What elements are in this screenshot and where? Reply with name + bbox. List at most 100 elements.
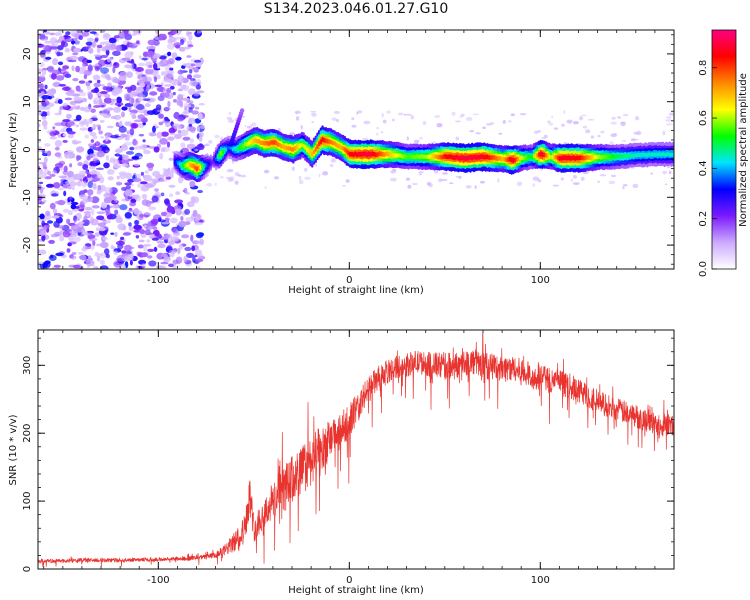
- spectrogram-noise-blob: [171, 38, 177, 41]
- spectrogram-noise-blob: [110, 135, 119, 139]
- spectrogram-noise-blob: [161, 120, 170, 124]
- spectrogram-noise-blob: [189, 69, 193, 74]
- spectrogram-noise-blob: [86, 265, 91, 269]
- spectrogram-noise-blob: [57, 187, 65, 191]
- spectrogram-noise-blob: [193, 91, 200, 97]
- spectrogram-noise-blob: [54, 140, 63, 147]
- spectrogram-noise-blob: [155, 265, 164, 269]
- spectrogram-noise-blob: [44, 45, 51, 52]
- spectrogram-noise-blob: [107, 176, 114, 181]
- spectrogram-noise-blob: [162, 171, 172, 178]
- spectrogram-ridge-cell: [589, 155, 592, 161]
- spectrogram-faint-blob: [214, 134, 220, 139]
- spectrogram-noise-blob: [151, 195, 159, 203]
- spectrogram-faint-blob: [585, 129, 591, 134]
- spectrogram-noise-blob: [122, 40, 128, 46]
- spectrogram-noise-blob: [171, 52, 178, 59]
- spectrogram-faint-blob: [438, 178, 443, 183]
- spectrogram-noise-blob: [96, 255, 101, 262]
- spectrogram-noise-blob: [100, 54, 108, 59]
- spectrogram-faint-blob: [465, 185, 472, 189]
- spectrogram-ridge-cell: [666, 152, 670, 157]
- spectrogram-noise-blob: [81, 32, 90, 37]
- spectrogram-noise-blob: [78, 91, 87, 97]
- spectrogram-ridge-cell: [567, 155, 570, 160]
- spectrogram-noise-blob: [82, 231, 88, 236]
- spectrogram-y-axis: -20 -10 0 10 20: [22, 34, 674, 265]
- spectrogram-ridge-cell: [641, 152, 644, 157]
- spectrogram-faint-blob: [609, 141, 614, 145]
- spectrogram-noise-blob: [156, 131, 163, 139]
- spectrogram-noise-blob: [96, 215, 105, 221]
- spectrogram-noise-blob: [75, 40, 80, 45]
- spectrogram-noise-blob: [43, 224, 47, 232]
- spectrogram-noise-blob: [77, 56, 87, 62]
- spectrogram-noise-blob: [196, 266, 201, 269]
- spectrogram-noise-blob: [144, 229, 151, 236]
- spectrogram-x-tick-label: 0: [346, 275, 352, 286]
- spectrogram-noise-blob: [46, 110, 50, 117]
- spectrogram-noise-blob: [62, 133, 67, 137]
- spectrogram-noise-blob: [133, 224, 142, 230]
- spectrogram-noise-blob: [49, 131, 57, 137]
- snr-series: [38, 332, 674, 567]
- spectrogram-noise-blob: [183, 102, 189, 109]
- spectrogram-noise-blob: [61, 40, 65, 47]
- spectrogram-noise-blob: [144, 103, 151, 108]
- spectrogram-noise-blob: [175, 36, 184, 40]
- spectrogram-faint-blob: [537, 179, 542, 183]
- spectrogram-faint-blob: [412, 183, 418, 185]
- spectrogram-noise-blob: [129, 128, 135, 136]
- spectrogram-faint-blob: [330, 158, 337, 163]
- spectrogram-faint-blob: [199, 125, 205, 129]
- spectrogram-noise-blob: [195, 30, 202, 34]
- spectrogram-noise-blob: [152, 226, 158, 230]
- spectrogram-noise-blob: [47, 150, 52, 157]
- spectrogram-noise-blob: [77, 162, 83, 167]
- spectrogram-noise-blob: [117, 223, 126, 231]
- spectrogram-noise-blob: [131, 156, 140, 160]
- spectrogram-faint-blob: [664, 183, 668, 186]
- spectrogram-noise-blob: [51, 193, 59, 197]
- spectrogram-noise-blob: [168, 240, 176, 245]
- spectrogram-ridge-cell: [268, 141, 271, 146]
- spectrogram-noise-blob: [170, 217, 178, 224]
- spectrogram-faint-blob: [315, 163, 318, 168]
- spectrogram-ridge-cell: [658, 152, 661, 157]
- spectrogram-noise-blob: [70, 204, 77, 210]
- spectrogram-noise-blob: [160, 211, 167, 217]
- spectrogram-faint-blob: [406, 177, 410, 181]
- spectrogram-ridge-cell: [495, 156, 498, 161]
- spectrogram-noise-blob: [82, 66, 87, 71]
- spectrogram-noise-blob: [70, 225, 76, 231]
- spectrogram-noise-blob: [53, 264, 61, 268]
- spectrogram-noise-blob: [115, 148, 123, 152]
- spectrogram-ridge-cell: [412, 154, 415, 160]
- spectrogram-noise-blob: [155, 104, 162, 111]
- spectrogram-ridge-cell: [314, 147, 317, 152]
- spectrogram-noise-blob: [129, 146, 135, 151]
- spectrogram-noise-blob: [150, 69, 154, 73]
- spectrogram-noise-blob: [98, 130, 103, 135]
- spectrogram-faint-blob: [310, 111, 317, 113]
- spectrogram-noise-blob: [102, 139, 112, 144]
- spectrogram-noise-blob: [126, 71, 133, 78]
- spectrogram-ridge-cell: [594, 154, 597, 160]
- spectrogram-noise-blob: [57, 61, 64, 66]
- spectrogram-noise-blob: [169, 193, 174, 198]
- spectrogram-faint-blob: [611, 116, 616, 120]
- spectrogram-noise-blob: [167, 51, 172, 57]
- spectrogram-noise-blob: [86, 173, 92, 178]
- snr-y-tick-label: 200: [22, 424, 33, 443]
- spectrogram-noise-blob: [41, 116, 47, 120]
- spectrogram-noise-blob: [95, 33, 99, 37]
- spectrogram-noise-blob: [177, 94, 184, 101]
- spectrogram-noise-blob: [161, 92, 170, 98]
- spectrogram-noise-blob: [105, 135, 109, 142]
- spectrogram-faint-blob: [613, 133, 617, 136]
- spectrogram-noise-blob: [105, 48, 110, 56]
- spectrogram-noise-blob: [49, 32, 56, 36]
- spectrogram-faint-blob: [572, 121, 579, 125]
- spectrogram-noise-blob: [92, 183, 97, 190]
